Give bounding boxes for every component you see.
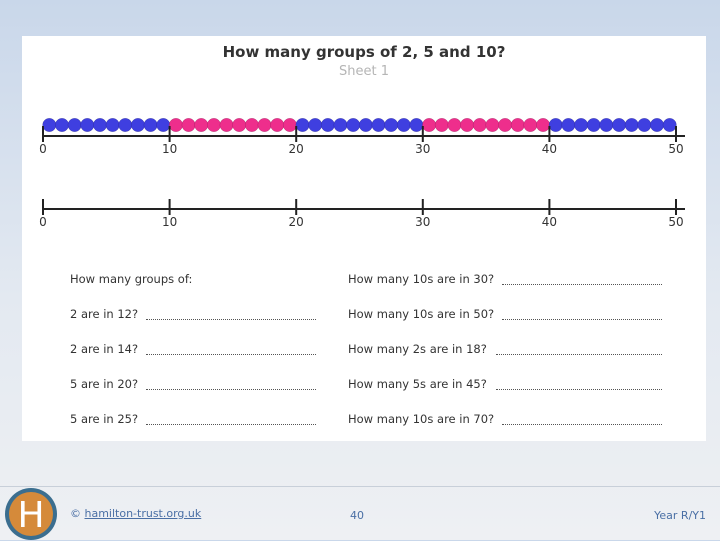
blue-bead: [561, 118, 576, 132]
blue-bead: [320, 118, 335, 132]
pink-bead: [498, 118, 513, 132]
blue-bead: [650, 118, 664, 132]
blue-bead: [599, 118, 614, 132]
year-group-label: Year R/Y1: [654, 509, 706, 522]
question-right-5: How many 10s are in 70?: [348, 412, 495, 426]
blue-bead: [118, 118, 133, 132]
question-right-3: How many 2s are in 18?: [348, 342, 487, 356]
answer-line[interactable]: [146, 354, 316, 355]
number-lines: 0 10 20 30 40 50 0 10 20 30 40 50: [39, 118, 685, 229]
blue-bead: [662, 118, 677, 132]
question-left-1: 2 are in 12?: [70, 307, 139, 321]
pink-bead: [536, 118, 551, 132]
blue-bead: [67, 118, 82, 132]
empty-number-line: 0 10 20 30 40 50: [39, 199, 685, 229]
hamilton-logo: H: [5, 488, 57, 540]
tick-label: 40: [542, 215, 557, 229]
tick-label: 40: [542, 142, 557, 156]
copyright-symbol: ©: [70, 507, 81, 520]
pink-bead: [523, 118, 538, 132]
blue-bead: [548, 118, 563, 132]
pink-bead: [447, 118, 462, 132]
pink-bead: [282, 118, 297, 132]
pink-bead: [510, 118, 525, 132]
blue-bead: [637, 118, 652, 132]
answer-line[interactable]: [496, 389, 662, 390]
pink-bead: [194, 118, 209, 132]
blue-bead: [295, 118, 310, 132]
question-left-4: 5 are in 25?: [70, 412, 139, 426]
number-line-with-beads: 0 10 20 30 40 50: [39, 126, 685, 156]
answer-line[interactable]: [146, 424, 316, 425]
blue-bead: [308, 118, 323, 132]
slide-footer: H © hamilton-trust.org.uk 40 Year R/Y1: [0, 486, 720, 541]
page-number: 40: [350, 509, 364, 522]
worksheet-subtitle: Sheet 1: [339, 64, 389, 79]
pink-bead: [206, 118, 221, 132]
copyright-notice: © hamilton-trust.org.uk: [70, 507, 201, 520]
tick-label: 30: [415, 142, 430, 156]
answer-line[interactable]: [502, 284, 662, 285]
blue-bead: [624, 118, 639, 132]
blue-bead: [346, 118, 361, 132]
blue-bead: [574, 118, 589, 132]
answer-line[interactable]: [146, 319, 316, 320]
questions-heading: How many groups of:: [70, 272, 193, 286]
blue-bead: [409, 118, 424, 132]
pink-bead: [485, 118, 500, 132]
blue-bead: [371, 118, 386, 132]
tick-label: 10: [162, 215, 177, 229]
pink-bead: [219, 118, 234, 132]
question-right-4: How many 5s are in 45?: [348, 377, 487, 391]
tick-label: 20: [289, 142, 304, 156]
blue-bead: [42, 118, 57, 132]
pink-bead: [422, 118, 437, 132]
tick-label: 50: [668, 215, 683, 229]
blue-bead: [384, 118, 399, 132]
pink-bead: [460, 118, 475, 132]
pink-bead: [270, 118, 285, 132]
answer-line[interactable]: [502, 319, 662, 320]
tick-label: 30: [415, 215, 430, 229]
worksheet-slide: How many groups of 2, 5 and 10? Sheet 1 …: [22, 36, 706, 441]
pink-bead: [472, 118, 487, 132]
pink-bead: [244, 118, 259, 132]
blue-bead: [92, 118, 107, 132]
blue-bead: [396, 118, 411, 132]
blue-bead: [105, 118, 120, 132]
tick-label: 0: [39, 215, 47, 229]
question-left-2: 2 are in 14?: [70, 342, 139, 356]
pink-bead: [181, 118, 196, 132]
question-right-1: How many 10s are in 30?: [348, 272, 495, 286]
blue-bead: [156, 118, 171, 132]
blue-bead: [612, 118, 627, 132]
bead-string: [42, 118, 677, 132]
tick-label: 0: [39, 142, 47, 156]
blue-bead: [80, 118, 95, 132]
tick-label: 10: [162, 142, 177, 156]
blue-bead: [130, 118, 145, 132]
blue-bead: [143, 118, 158, 132]
answer-line[interactable]: [146, 389, 316, 390]
logo-letter: H: [17, 495, 44, 536]
tick-label: 50: [668, 142, 683, 156]
answer-line[interactable]: [496, 354, 662, 355]
blue-bead: [358, 118, 373, 132]
blue-bead: [586, 118, 601, 132]
pink-bead: [168, 118, 183, 132]
blue-bead: [55, 118, 69, 132]
copyright-link[interactable]: hamilton-trust.org.uk: [84, 507, 202, 520]
pink-bead: [232, 118, 247, 132]
question-left-3: 5 are in 20?: [70, 377, 139, 391]
tick-label: 20: [289, 215, 304, 229]
blue-bead: [333, 118, 348, 132]
pink-bead: [257, 118, 272, 132]
pink-bead: [434, 118, 449, 132]
worksheet-title: How many groups of 2, 5 and 10?: [222, 43, 506, 61]
question-right-2: How many 10s are in 50?: [348, 307, 495, 321]
answer-line[interactable]: [502, 424, 662, 425]
